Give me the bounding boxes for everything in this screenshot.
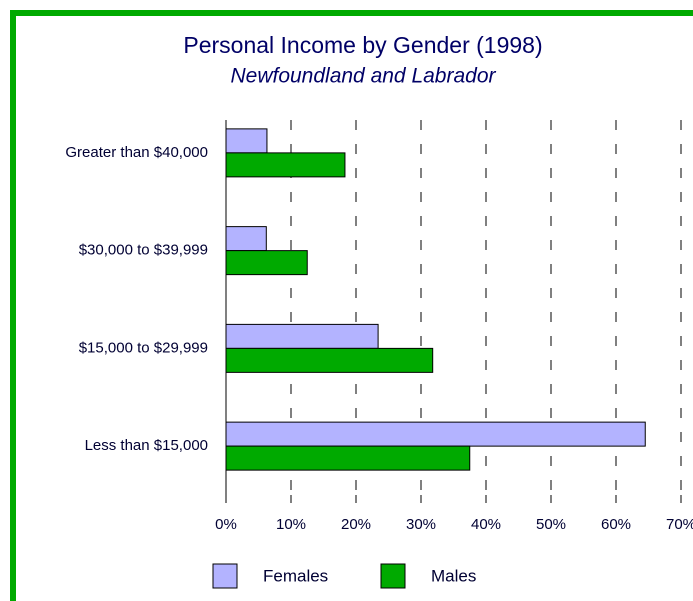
chart-title: Personal Income by Gender (1998) xyxy=(183,32,542,58)
bar xyxy=(225,445,471,471)
y-tick-label: $15,000 to $29,999 xyxy=(79,339,208,356)
bar xyxy=(225,323,379,349)
chart-subtitle: Newfoundland and Labrador xyxy=(230,65,496,88)
x-tick-label: 50% xyxy=(536,516,566,533)
frame-top xyxy=(10,10,693,16)
bar xyxy=(225,421,646,447)
bar xyxy=(225,250,308,276)
bar xyxy=(225,152,346,178)
y-tick-label: Less than $15,000 xyxy=(85,437,208,454)
x-tick-label: 30% xyxy=(406,516,436,533)
x-tick-label: 70% xyxy=(666,516,693,533)
y-tick-label: Greater than $40,000 xyxy=(65,144,208,161)
bar xyxy=(225,347,434,373)
legend-label: Females xyxy=(263,566,328,585)
x-tick-label: 60% xyxy=(601,516,631,533)
legend-swatch xyxy=(212,563,238,589)
x-tick-label: 40% xyxy=(471,516,501,533)
y-tick-label: $30,000 to $39,999 xyxy=(79,242,208,259)
bar xyxy=(225,128,268,154)
frame-left xyxy=(10,10,16,601)
legend-swatch xyxy=(380,563,406,589)
x-tick-label: 10% xyxy=(276,516,306,533)
bar xyxy=(225,226,267,252)
x-tick-label: 20% xyxy=(341,516,371,533)
legend-label: Males xyxy=(431,566,476,585)
x-tick-label: 0% xyxy=(215,516,237,533)
